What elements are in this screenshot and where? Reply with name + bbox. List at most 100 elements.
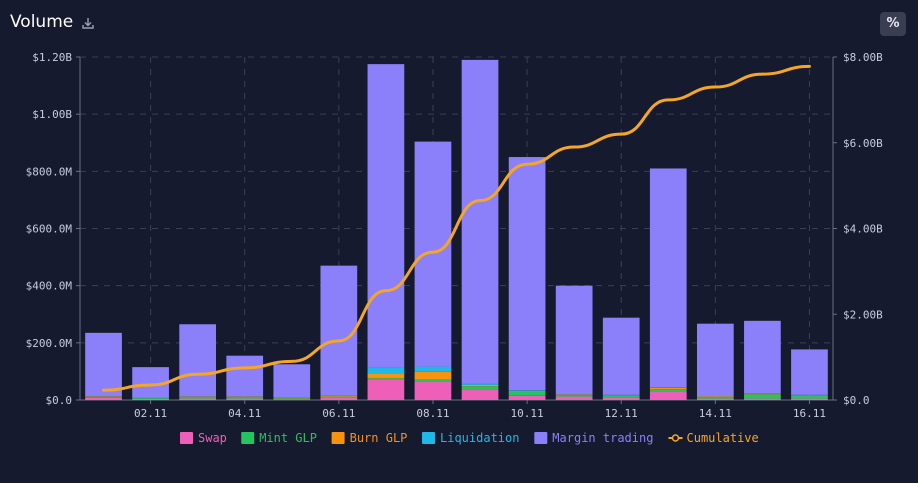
y-right-tick-label: $2.00B: [843, 308, 883, 321]
bar-swap: [320, 397, 358, 400]
bar-liquidation: [461, 383, 499, 385]
bar-burn-glp: [696, 396, 734, 398]
bar-mint-glp: [461, 386, 499, 390]
bar-burn-glp: [791, 395, 828, 396]
bar-margin-trading: [791, 349, 828, 395]
legend-swatch-margin-trading: [534, 432, 548, 444]
legend-swatch-burn-glp: [331, 432, 345, 444]
legend-label-liquidation: Liquidation: [440, 431, 519, 445]
chart-header: Volume: [10, 12, 95, 32]
bar-burn-glp: [744, 393, 781, 395]
bar-margin-trading: [273, 364, 311, 398]
bar-mint-glp: [649, 389, 687, 392]
bar-swap: [132, 398, 169, 400]
y-right-tick-label: $6.00B: [843, 137, 883, 150]
bar-mint-glp: [696, 397, 734, 399]
bar-mint-glp: [132, 397, 169, 399]
bar-swap: [555, 396, 593, 400]
y-left-tick-label: $400.0M: [26, 280, 73, 293]
bar-mint-glp: [555, 395, 593, 397]
bar-swap: [226, 398, 264, 400]
bar-swap: [273, 399, 311, 400]
bar-mint-glp: [508, 391, 546, 396]
y-left-tick-label: $1.00B: [32, 108, 72, 121]
bar-swap: [414, 381, 452, 400]
x-tick-label: 14.11: [699, 407, 732, 420]
x-tick-label: 02.11: [134, 407, 167, 420]
bar-mint-glp: [791, 395, 828, 399]
bar-liquidation: [508, 390, 546, 391]
bar-margin-trading: [367, 64, 405, 368]
bar-margin-trading: [85, 332, 122, 396]
legend-label-burn-glp: Burn GLP: [350, 431, 408, 445]
bar-burn-glp: [320, 395, 358, 397]
legend-swatch-mint-glp: [241, 432, 255, 444]
bar-burn-glp: [602, 395, 640, 396]
y-left-tick-label: $200.0M: [26, 337, 73, 350]
bar-swap: [85, 397, 122, 400]
bar-burn-glp: [461, 384, 499, 387]
bar-burn-glp: [367, 373, 405, 379]
x-tick-label: 16.11: [793, 407, 826, 420]
bar-liquidation: [649, 387, 687, 388]
bar-mint-glp: [226, 397, 264, 399]
bar-burn-glp: [414, 371, 452, 380]
bar-burn-glp: [649, 387, 687, 390]
bar-margin-trading: [226, 355, 264, 397]
legend-label-swap: Swap: [198, 431, 227, 445]
bar-mint-glp: [744, 394, 781, 399]
bar-mint-glp: [179, 397, 217, 399]
bar-swap: [649, 391, 687, 400]
bar-swap: [179, 398, 217, 400]
y-right-tick-label: $0.0: [843, 394, 870, 407]
bar-liquidation: [414, 366, 452, 372]
cumulative-line: [102, 64, 811, 392]
chart-title: Volume: [10, 12, 74, 32]
bar-mint-glp: [320, 396, 358, 398]
bar-mint-glp: [273, 398, 311, 400]
bar-swap: [744, 398, 781, 400]
x-tick-label: 10.11: [511, 407, 544, 420]
percent-toggle-button[interactable]: %: [880, 12, 906, 36]
download-icon[interactable]: [81, 15, 95, 29]
bar-burn-glp: [555, 394, 593, 396]
bar-margin-trading: [555, 285, 593, 395]
bar-margin-trading: [179, 324, 217, 397]
y-left-tick-label: $600.0M: [26, 223, 73, 236]
bar-margin-trading: [132, 367, 169, 398]
legend-label-cumulative: Cumulative: [687, 431, 759, 445]
y-left-tick-label: $0.0: [46, 394, 73, 407]
bar-mint-glp: [602, 395, 640, 398]
bar-burn-glp: [85, 396, 122, 397]
bar-burn-glp: [508, 390, 546, 392]
legend-label-mint-glp: Mint GLP: [259, 431, 317, 445]
y-left-tick-label: $1.20B: [32, 51, 72, 64]
bar-swap: [791, 398, 828, 400]
bar-margin-trading: [461, 59, 499, 384]
bar-swap: [508, 395, 546, 400]
bar-swap: [367, 379, 405, 400]
x-tick-label: 12.11: [605, 407, 638, 420]
bar-mint-glp: [85, 396, 122, 398]
bar-margin-trading: [414, 141, 452, 367]
bar-swap: [602, 397, 640, 400]
y-left-tick-label: $800.0M: [26, 165, 73, 178]
bar-swap: [461, 389, 499, 400]
y-right-tick-label: $8.00B: [843, 51, 883, 64]
bar-mint-glp: [414, 379, 452, 382]
bar-burn-glp: [179, 396, 217, 398]
bar-liquidation: [367, 367, 405, 374]
x-tick-label: 06.11: [322, 407, 355, 420]
bar-mint-glp: [367, 378, 405, 380]
bar-burn-glp: [132, 397, 169, 398]
bar-margin-trading: [602, 317, 640, 395]
x-tick-label: 08.11: [416, 407, 449, 420]
legend-label-margin-trading: Margin trading: [552, 431, 653, 445]
legend-swatch-liquidation: [422, 432, 435, 444]
bar-burn-glp: [226, 396, 264, 398]
legend-swatch-cumulative-dot: [671, 434, 680, 442]
bar-margin-trading: [649, 168, 687, 388]
bar-margin-trading: [320, 265, 358, 396]
bar-swap: [696, 398, 734, 400]
